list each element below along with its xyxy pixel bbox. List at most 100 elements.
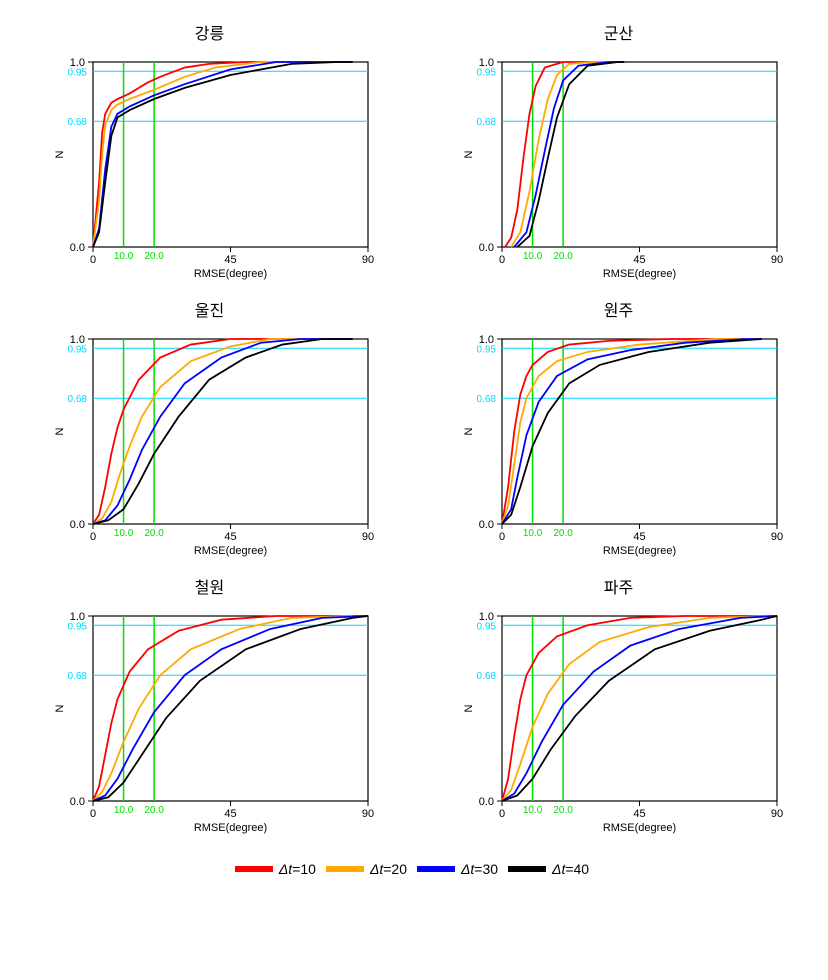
legend-swatch [326, 866, 364, 872]
series-line-dt30 [93, 616, 368, 801]
panel-title: 철원 [195, 574, 224, 598]
svg-text:45: 45 [633, 254, 645, 266]
series-line-dt30 [502, 616, 777, 801]
series-line-dt10 [93, 616, 368, 801]
chart-svg: 0.680.9510.020.0045900.01.0RMSE(degree)N [45, 329, 375, 559]
svg-text:20.0: 20.0 [144, 251, 164, 262]
svg-text:10.0: 10.0 [522, 805, 542, 816]
svg-text:0.0: 0.0 [478, 242, 493, 254]
svg-text:20.0: 20.0 [553, 251, 573, 262]
series-line-dt10 [502, 616, 777, 801]
x-axis-label: RMSE(degree) [602, 545, 675, 557]
svg-text:0: 0 [89, 531, 95, 543]
legend-label: Δt=40 [552, 861, 589, 877]
legend-label: Δt=30 [461, 861, 498, 877]
svg-text:0.0: 0.0 [69, 796, 84, 808]
y-axis-label: N [54, 427, 66, 435]
chart-svg: 0.680.9510.020.0045900.01.0RMSE(degree)N [454, 329, 784, 559]
svg-text:0.68: 0.68 [476, 394, 496, 405]
chart-svg: 0.680.9510.020.0045900.01.0RMSE(degree)N [45, 606, 375, 836]
svg-text:0.68: 0.68 [476, 117, 496, 128]
series-line-dt10 [502, 339, 762, 524]
chart-svg: 0.680.9510.020.0045900.01.0RMSE(degree)N [454, 606, 784, 836]
svg-text:0: 0 [498, 254, 504, 266]
panel-title: 울진 [195, 297, 224, 321]
y-axis-label: N [463, 150, 475, 158]
legend-swatch [235, 866, 273, 872]
chart-panel: 강릉0.680.9510.020.0045900.01.0RMSE(degree… [20, 20, 399, 287]
svg-text:10.0: 10.0 [113, 251, 133, 262]
series-line-dt30 [514, 62, 624, 247]
svg-text:45: 45 [224, 254, 236, 266]
legend-swatch [417, 866, 455, 872]
svg-text:45: 45 [633, 531, 645, 543]
svg-text:0.68: 0.68 [476, 671, 496, 682]
svg-text:0.68: 0.68 [67, 394, 87, 405]
y-axis-label: N [54, 150, 66, 158]
svg-text:1.0: 1.0 [478, 57, 493, 69]
svg-text:45: 45 [633, 808, 645, 820]
svg-text:90: 90 [770, 254, 782, 266]
svg-text:1.0: 1.0 [69, 611, 84, 623]
svg-text:90: 90 [361, 808, 373, 820]
x-axis-label: RMSE(degree) [193, 268, 266, 280]
panel-title: 강릉 [195, 20, 224, 44]
svg-text:0.68: 0.68 [67, 117, 87, 128]
svg-text:20.0: 20.0 [144, 805, 164, 816]
svg-text:45: 45 [224, 808, 236, 820]
y-axis-label: N [54, 704, 66, 712]
series-line-dt40 [93, 339, 353, 524]
svg-text:0.0: 0.0 [478, 519, 493, 531]
svg-text:0: 0 [498, 808, 504, 820]
svg-text:90: 90 [770, 808, 782, 820]
x-axis-label: RMSE(degree) [193, 822, 266, 834]
svg-text:0: 0 [498, 531, 504, 543]
x-axis-label: RMSE(degree) [602, 822, 675, 834]
chart-svg: 0.680.9510.020.0045900.01.0RMSE(degree)N [45, 52, 375, 282]
series-line-dt40 [517, 62, 624, 247]
series-line-dt20 [502, 339, 762, 524]
svg-text:1.0: 1.0 [69, 57, 84, 69]
svg-text:0.68: 0.68 [67, 671, 87, 682]
svg-text:90: 90 [361, 531, 373, 543]
svg-text:0.0: 0.0 [69, 242, 84, 254]
svg-text:1.0: 1.0 [69, 334, 84, 346]
panel-title: 원주 [604, 297, 633, 321]
chart-panel: 울진0.680.9510.020.0045900.01.0RMSE(degree… [20, 297, 399, 564]
chart-svg: 0.680.9510.020.0045900.01.0RMSE(degree)N [454, 52, 784, 282]
svg-text:10.0: 10.0 [113, 528, 133, 539]
svg-text:20.0: 20.0 [553, 528, 573, 539]
svg-text:0.0: 0.0 [478, 796, 493, 808]
chart-panel: 철원0.680.9510.020.0045900.01.0RMSE(degree… [20, 574, 399, 841]
chart-grid: 강릉0.680.9510.020.0045900.01.0RMSE(degree… [20, 20, 808, 841]
svg-text:90: 90 [770, 531, 782, 543]
svg-text:1.0: 1.0 [478, 334, 493, 346]
x-axis-label: RMSE(degree) [602, 268, 675, 280]
svg-text:20.0: 20.0 [144, 528, 164, 539]
svg-text:10.0: 10.0 [113, 805, 133, 816]
series-line-dt20 [93, 616, 353, 801]
x-axis-label: RMSE(degree) [193, 545, 266, 557]
chart-panel: 원주0.680.9510.020.0045900.01.0RMSE(degree… [429, 297, 808, 564]
svg-text:1.0: 1.0 [478, 611, 493, 623]
series-line-dt40 [502, 616, 777, 801]
svg-text:10.0: 10.0 [522, 528, 542, 539]
chart-panel: 군산0.680.9510.020.0045900.01.0RMSE(degree… [429, 20, 808, 287]
svg-text:45: 45 [224, 531, 236, 543]
series-line-dt20 [93, 62, 353, 247]
svg-text:20.0: 20.0 [553, 805, 573, 816]
series-line-dt40 [502, 339, 762, 524]
y-axis-label: N [463, 427, 475, 435]
svg-text:90: 90 [361, 254, 373, 266]
series-line-dt40 [93, 62, 353, 247]
y-axis-label: N [463, 704, 475, 712]
legend-swatch [508, 866, 546, 872]
svg-text:10.0: 10.0 [522, 251, 542, 262]
panel-title: 파주 [604, 574, 633, 598]
panel-title: 군산 [604, 20, 633, 44]
legend: Δt=10Δt=20Δt=30Δt=40 [20, 861, 808, 877]
chart-panel: 파주0.680.9510.020.0045900.01.0RMSE(degree… [429, 574, 808, 841]
series-line-dt10 [93, 62, 353, 247]
series-line-dt40 [93, 616, 368, 801]
svg-text:0.0: 0.0 [69, 519, 84, 531]
